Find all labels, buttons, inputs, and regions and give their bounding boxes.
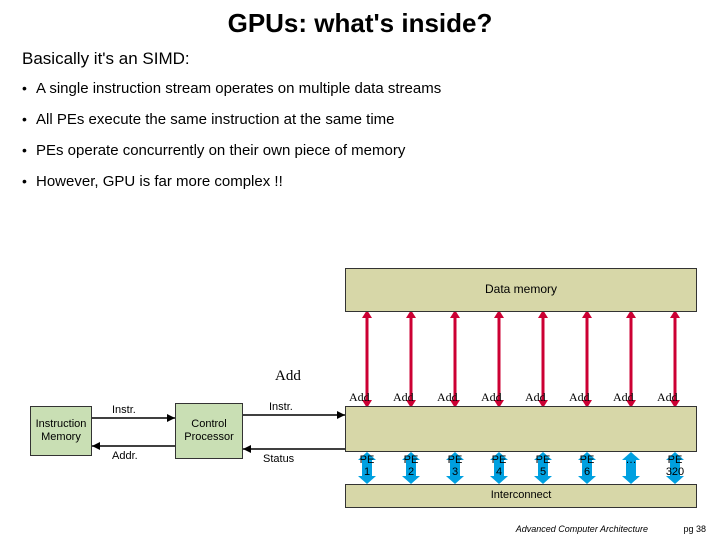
- bullet-item: All PEs execute the same instruction at …: [22, 104, 698, 135]
- slide-title: GPUs: what's inside?: [0, 0, 720, 39]
- pe-label: PE 3: [433, 454, 477, 478]
- add-label: Add: [437, 390, 458, 405]
- add-label: Add: [349, 390, 370, 405]
- bullet-item: PEs operate concurrently on their own pi…: [22, 135, 698, 166]
- add-label: Add: [613, 390, 634, 405]
- slide-subtitle: Basically it's an SIMD:: [0, 39, 720, 73]
- control-processor-box: Control Processor: [175, 403, 243, 459]
- bullet-item: However, GPU is far more complex !!: [22, 166, 698, 197]
- footer-course: Advanced Computer Architecture: [516, 524, 648, 534]
- add-label-main: Add: [275, 368, 301, 385]
- bullet-item: A single instruction stream operates on …: [22, 73, 698, 104]
- arrow-label-addr: Addr.: [112, 450, 138, 462]
- simd-diagram: Instruction Memory Control Processor Inter…: [0, 258, 720, 518]
- pe-label: PE 4: [477, 454, 521, 478]
- arrow-label-instr: Instr.: [112, 404, 136, 416]
- add-label: Add: [657, 390, 678, 405]
- data-memory-label: Data memory: [485, 282, 557, 296]
- pe-label: PE 320: [653, 454, 697, 478]
- footer-page: pg 38: [683, 524, 706, 534]
- interconnect-box: Interconnect: [345, 484, 697, 508]
- pe-strip: [345, 406, 697, 452]
- instruction-memory-box: Instruction Memory: [30, 406, 92, 456]
- arrow-label-status: Status: [263, 453, 294, 465]
- arrow-label-instr2: Instr.: [269, 401, 293, 413]
- bullet-list: A single instruction stream operates on …: [0, 73, 720, 197]
- pe-label: PE 5: [521, 454, 565, 478]
- pe-label: PE 2: [389, 454, 433, 478]
- add-label: Add: [481, 390, 502, 405]
- add-label: Add: [569, 390, 590, 405]
- pe-label: …: [609, 454, 653, 466]
- pe-label: PE 1: [345, 454, 389, 478]
- pe-label: PE 6: [565, 454, 609, 478]
- add-label: Add: [525, 390, 546, 405]
- add-label: Add: [393, 390, 414, 405]
